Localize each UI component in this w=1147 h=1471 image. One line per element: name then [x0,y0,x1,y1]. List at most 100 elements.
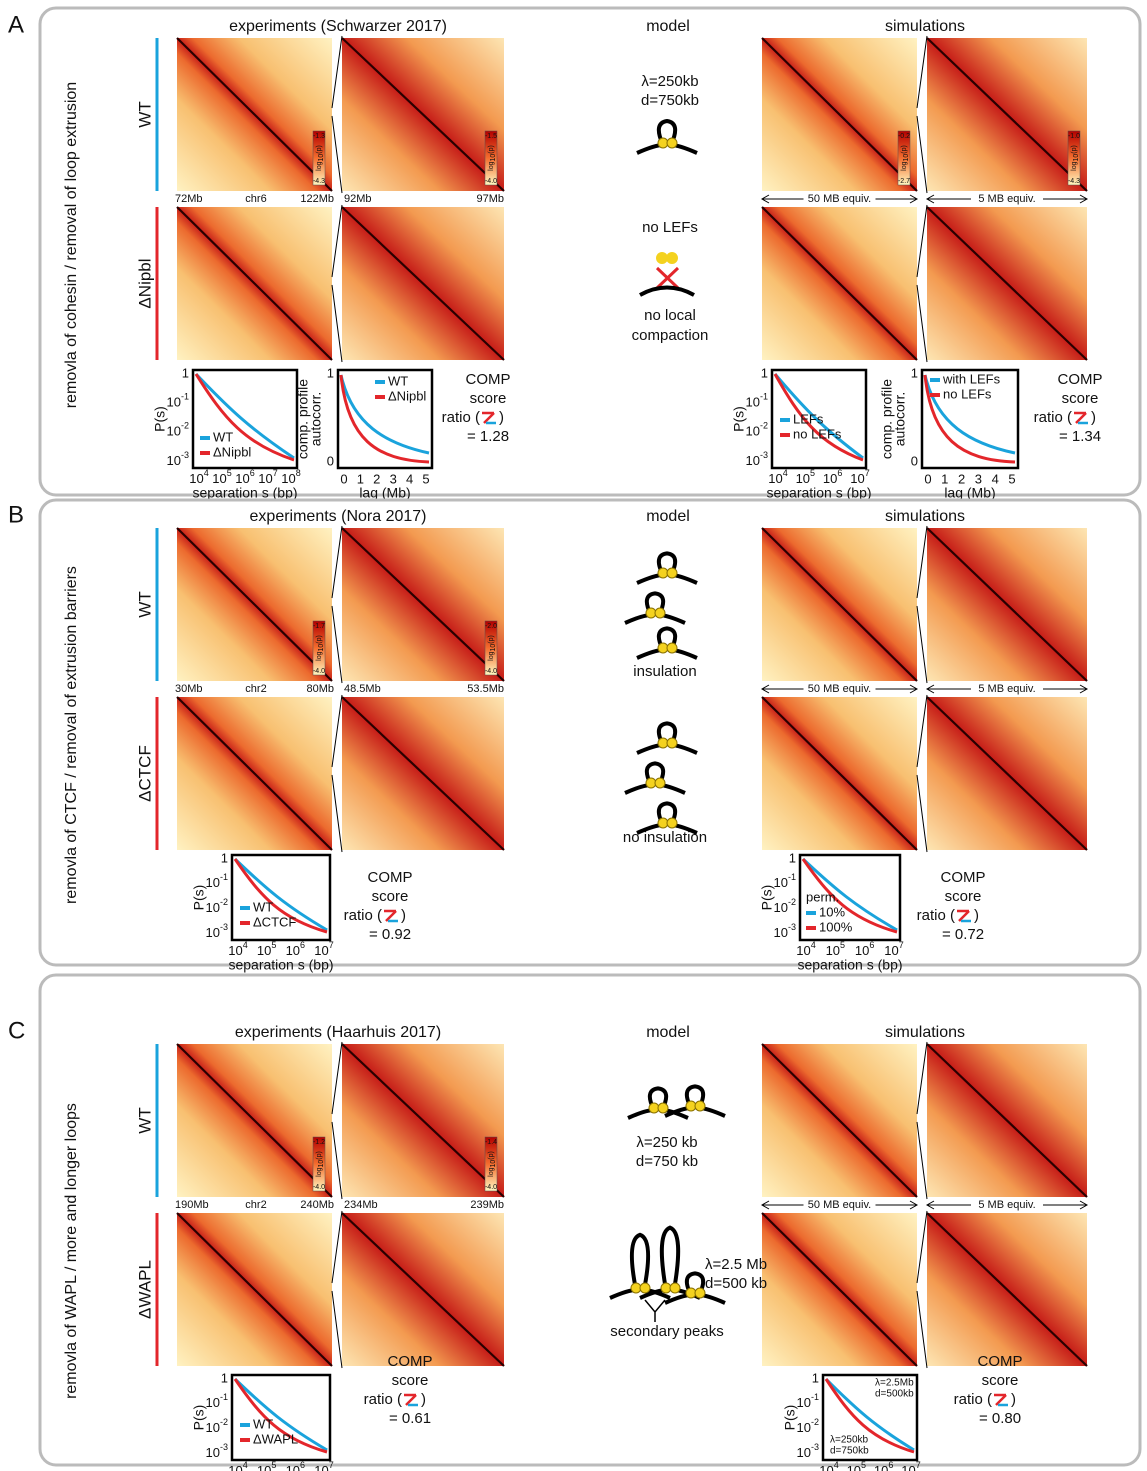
cohesin [695,1101,705,1111]
y-tick-label: 10-2 [206,1417,228,1435]
y-tick-label: 10-2 [797,1417,819,1435]
legend-label: no LEFs [793,426,842,441]
model-text: insulation [633,663,696,680]
comp-line: ratio ( [917,907,955,924]
y-tick-label: 10-1 [797,1392,819,1410]
colorbar-min: -2.7 [898,178,910,185]
x-axis-label: separation s (bp) [797,957,902,973]
colorbar-min: -4.0 [313,668,325,675]
tick-base: 10 [206,1395,220,1410]
cb-sub: 10 [490,154,497,162]
chromatin [637,553,697,583]
cb-p: (p) [901,145,908,154]
zoom-start: 92Mb [344,193,372,205]
y-axis-label: P(s) [782,1405,798,1431]
tick-exponent: 6 [250,468,255,478]
tick-base: 10 [797,1395,811,1410]
y-tick-label: 10-3 [797,1442,819,1460]
colorbar-max: -1.5 [485,133,497,140]
cb-p: (p) [1071,145,1078,154]
legend-label: WT [253,899,273,914]
tick-exponent: 5 [271,940,276,950]
tick-base: 10 [819,1463,833,1471]
y-tick-label: 1 [761,365,768,380]
tick-exponent: 4 [243,940,248,950]
y-tick-label: 10-3 [746,450,768,468]
model-text: secondary peaks [610,1323,723,1340]
tick-exponent: 5 [840,940,845,950]
tick-base: 10 [167,395,181,410]
x-tick-label: 104 [228,1460,247,1471]
comp-line: COMP [368,869,413,886]
x-tick-label: 105 [257,1460,276,1471]
tick-base: 10 [206,1445,220,1460]
y-tick-label: 10-2 [746,421,768,439]
model-title: model [646,508,690,525]
comp-line: ratio ( [954,1391,992,1408]
tick-exponent: 4 [783,468,788,478]
tick-exponent: -3 [811,1442,819,1452]
comp-line: score [945,888,982,905]
tick-base: 10 [257,1463,271,1471]
zoom-end: 97Mb [476,193,504,205]
plot-annotation: λ=250kb [830,1435,869,1446]
tick-exponent: 5 [227,468,232,478]
cb-log: log [316,1167,323,1176]
model-text: no LEFs [642,219,698,236]
ratio-icon [1074,413,1086,423]
tick-exponent: 7 [899,940,904,950]
colorbar-max: -2.0 [485,623,497,630]
panel-letter: A [8,11,24,38]
model-text: d=750kb [641,92,699,109]
model-text: λ=250kb [641,73,698,90]
zoom-connector [332,695,342,852]
comp-value: = 0.80 [979,1410,1021,1427]
experiments-title: experiments (Haarhuis 2017) [235,1024,441,1041]
model-text: λ=2.5 Mb [705,1256,767,1273]
cb-sub: 10 [490,644,497,652]
tick-exponent: 6 [888,1460,893,1470]
tick-base: 10 [746,453,760,468]
tick-exponent: -1 [181,392,189,402]
zoom-connector [917,36,927,193]
legend-title: perm. [806,889,839,904]
row-label: WT [135,101,154,127]
tick-exponent: 8 [296,468,301,478]
tick-exponent: 7 [916,1460,921,1470]
colorbar-max: -1.4 [485,1139,497,1146]
tick-exponent: 4 [243,1460,248,1470]
y-tick-label: 10-3 [206,1442,228,1460]
tick-exponent: 5 [810,468,815,478]
chromatin [640,288,694,296]
cb-log: log [316,651,323,660]
zoom-start: 234Mb [344,1199,378,1211]
tick-exponent: 4 [204,468,209,478]
legend-label: WT [388,373,408,388]
y-tick-label: 10-2 [167,421,189,439]
x-tick-label: 5 [422,471,429,486]
y-tick-label: 10-2 [774,897,796,915]
chromatin [625,763,685,793]
x-tick-label: 106 [286,1460,305,1471]
comp-line: score [392,1372,429,1389]
axis-chrom: chr6 [245,193,266,205]
cb-sub: 10 [490,1160,497,1168]
x-tick-label: 106 [874,1460,893,1471]
cb-sub: 10 [1073,154,1080,162]
cohesin [667,568,677,578]
comp-line: ratio ( [364,1391,402,1408]
comp-line: score [1062,390,1099,407]
tick-exponent: 7 [329,940,334,950]
experiments-title: experiments (Schwarzer 2017) [229,18,447,35]
model-title: model [646,1024,690,1041]
axis-end: 122Mb [300,193,334,205]
chromatin [625,593,685,623]
axis-start: 190Mb [175,1199,209,1211]
no-cross [657,268,678,288]
tick-base: 10 [286,1463,300,1471]
cb-p: (p) [316,145,323,154]
ratio-icon [994,1395,1006,1405]
side-label: removla of cohesin / removal of loop ext… [63,82,80,408]
x-axis-label: lag (Mb) [359,485,410,501]
y-tick-label: 10-3 [167,450,189,468]
